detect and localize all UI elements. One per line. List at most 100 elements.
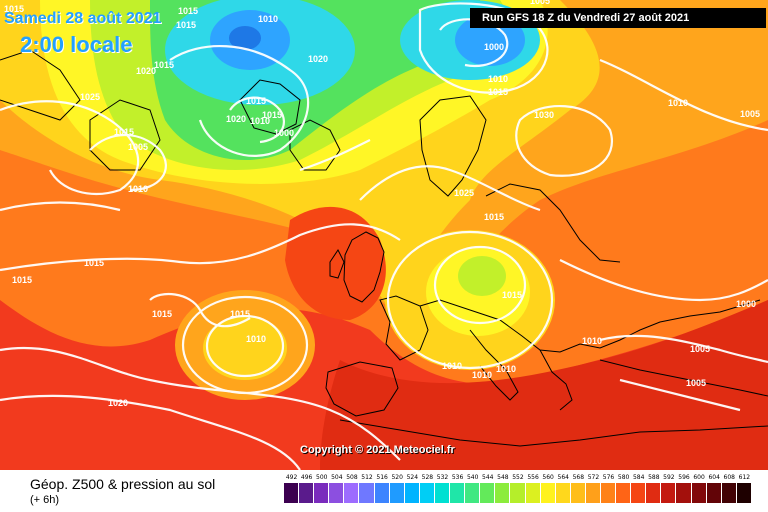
pressure-label: 1015: [4, 4, 24, 14]
scale-swatch: [314, 483, 330, 503]
legend-subtitle: (+ 6h): [30, 494, 60, 506]
scale-value: 500: [316, 474, 328, 481]
scale-value: 520: [391, 474, 403, 481]
scale-swatch: [570, 483, 586, 503]
pressure-label: 1005: [690, 344, 710, 354]
pressure-label: 1025: [80, 92, 100, 102]
isobars: [0, 2, 768, 470]
scale-swatch: [616, 483, 632, 503]
pressure-label: 1015: [84, 258, 104, 268]
pressure-label: 1015: [484, 212, 504, 222]
pressure-label: 1015: [262, 110, 282, 120]
scale-swatch: [434, 483, 451, 503]
scale-swatch: [495, 483, 511, 503]
scale-value: 544: [482, 474, 494, 481]
scale-value: 604: [708, 474, 720, 481]
scale-value: 512: [361, 474, 373, 481]
pressure-label: 1020: [308, 54, 328, 64]
scale-swatch: [661, 483, 677, 503]
color-scale: 492 496 500 504 508 512 516 520 524 528 532 536 540 5…: [284, 474, 752, 508]
pressure-label: 1005: [530, 0, 550, 6]
scale-value: 572: [587, 474, 600, 481]
pressure-label: 1015: [230, 309, 250, 319]
scale-swatch: [600, 483, 617, 503]
scale-value: 504: [331, 474, 343, 481]
pressure-label: 1030: [534, 110, 554, 120]
azores-core: [203, 316, 287, 380]
scale-bar: [284, 483, 752, 503]
pressure-label: 1005: [740, 109, 760, 119]
scale-swatch: [404, 483, 420, 503]
scale-swatch: [585, 483, 601, 503]
pressure-label: 1000: [484, 42, 504, 52]
pressure-label: 1020: [226, 114, 246, 124]
forecast-date: Samedi 28 août 2021: [4, 10, 162, 27]
scale-value: 548: [497, 474, 509, 481]
pressure-label: 1010: [258, 14, 278, 24]
pressure-label: 1010: [128, 184, 148, 194]
run-info-banner: Run GFS 18 Z du Vendredi 27 août 2021: [470, 8, 766, 28]
scale-swatch: [736, 483, 752, 503]
pressure-label: 1010: [496, 364, 516, 374]
scale-value: 580: [617, 474, 630, 481]
scale-value: 560: [542, 474, 554, 481]
pressure-label: 1015: [176, 20, 196, 30]
scale-swatch: [450, 483, 466, 503]
forecast-time: 2:00 locale: [20, 32, 133, 57]
legend-title: Géop. Z500 & pression au sol: [30, 476, 216, 492]
scale-value: 564: [557, 474, 569, 481]
scale-value: 508: [346, 474, 358, 481]
scale-swatch: [329, 483, 345, 503]
scale-value: 600: [693, 474, 705, 481]
legend-footer: Géop. Z500 & pression au sol (+ 6h) 492 4…: [0, 470, 768, 512]
pressure-label: 1000: [736, 299, 756, 309]
scale-swatch: [540, 483, 556, 503]
pressure-label: 1015: [178, 6, 198, 16]
scale-value: 596: [678, 474, 690, 481]
pressure-label: 1025: [454, 188, 474, 198]
central-europe-center: [458, 256, 506, 296]
scale-swatch: [510, 483, 526, 503]
scale-value: 492: [285, 474, 298, 481]
pressure-label: 1000: [274, 128, 294, 138]
scale-value: 496: [300, 474, 313, 481]
scale-swatch: [706, 483, 722, 503]
scale-value: 588: [648, 474, 660, 481]
scale-swatch: [465, 483, 481, 503]
scale-swatch: [691, 483, 707, 503]
pressure-label: 1015: [12, 275, 32, 285]
scale-swatch: [525, 483, 541, 503]
scale-value: 552: [512, 474, 524, 481]
scale-swatch: [631, 483, 647, 503]
pressure-label: 1010: [582, 336, 602, 346]
pressure-label: 1015: [154, 60, 174, 70]
deep-blue-core: [229, 26, 261, 50]
pressure-label: 1015: [488, 87, 508, 97]
scale-swatch: [480, 483, 496, 503]
pressure-label: 1010: [668, 98, 688, 108]
scale-value: 592: [663, 474, 675, 481]
pressure-label: 1010: [488, 74, 508, 84]
scale-swatch: [419, 483, 435, 503]
scale-swatch: [299, 483, 315, 503]
scale-swatch: [721, 483, 737, 503]
pressure-label: 1020: [108, 398, 128, 408]
scale-value: 528: [421, 474, 434, 481]
scale-value: 556: [527, 474, 539, 481]
pressure-label: 1020: [136, 66, 156, 76]
coastlines: [0, 49, 768, 447]
pressure-label: 1005: [686, 378, 706, 388]
pressure-label: 1015: [114, 127, 134, 137]
pressure-label: 1010: [246, 334, 266, 344]
copyright-notice: Copyright © 2021 Meteociel.fr: [300, 444, 455, 456]
pressure-label: 1015: [502, 290, 522, 300]
scale-value: 536: [451, 474, 464, 481]
scale-swatch: [344, 483, 360, 503]
scale-labels: 492 496 500 504 508 512 516 520 524 528 532 536 540 5…: [284, 474, 752, 481]
weather-map: 1015 1015 1015 1010 1020 1015 1025 1015 …: [0, 0, 768, 470]
scale-value: 532: [436, 474, 449, 481]
scale-swatch: [359, 483, 375, 503]
scale-swatch: [374, 483, 390, 503]
scale-value: 584: [632, 474, 645, 481]
scale-swatch: [676, 483, 692, 503]
